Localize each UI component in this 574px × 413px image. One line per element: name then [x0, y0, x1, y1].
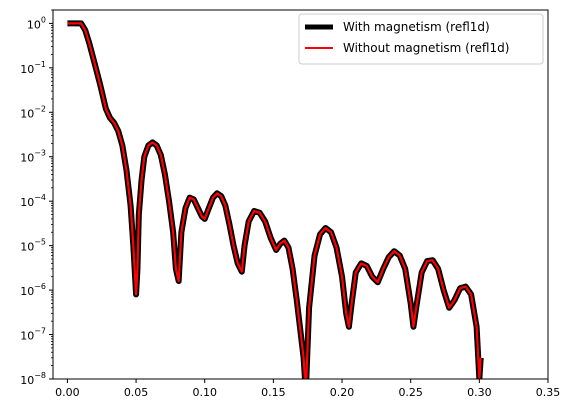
- y-tick-label: 10−8: [20, 371, 46, 387]
- legend-label-1: Without magnetism (refl1d): [343, 41, 509, 55]
- y-tick-label: 10−5: [20, 238, 46, 254]
- y-tick-label: 10−3: [20, 149, 46, 165]
- y-tick-label: 10−4: [20, 193, 46, 209]
- x-tick-label: 0.00: [55, 386, 80, 399]
- y-tick-label: 100: [27, 15, 46, 31]
- x-tick-label: 0.15: [261, 386, 286, 399]
- y-tick-label: 10−2: [20, 104, 46, 120]
- x-tick-label: 0.10: [192, 386, 217, 399]
- legend-box: [298, 13, 544, 65]
- y-tick-label: 10−6: [20, 282, 46, 298]
- x-tick-label: 0.30: [467, 386, 492, 399]
- x-tick-label: 0.25: [398, 386, 423, 399]
- y-tick-label: 10−1: [20, 60, 46, 76]
- series-line-1: [67, 22, 482, 379]
- x-tick-label: 0.35: [536, 386, 561, 399]
- axes-layer: 0.00 0.05 0.10 0.15 0.20 0.25 0.30 0.35 10−8 10−7…: [20, 9, 561, 399]
- plot-frame: [52, 9, 549, 380]
- series-layer: [67, 20, 484, 379]
- legend-label-0: With magnetism (refl1d): [343, 20, 490, 34]
- legend: With magnetism (refl1d) Without magnetism…: [298, 13, 544, 65]
- x-tick-label: 0.05: [124, 386, 149, 399]
- x-tick-label: 0.20: [330, 386, 355, 399]
- y-tick-label: 10−7: [20, 327, 46, 343]
